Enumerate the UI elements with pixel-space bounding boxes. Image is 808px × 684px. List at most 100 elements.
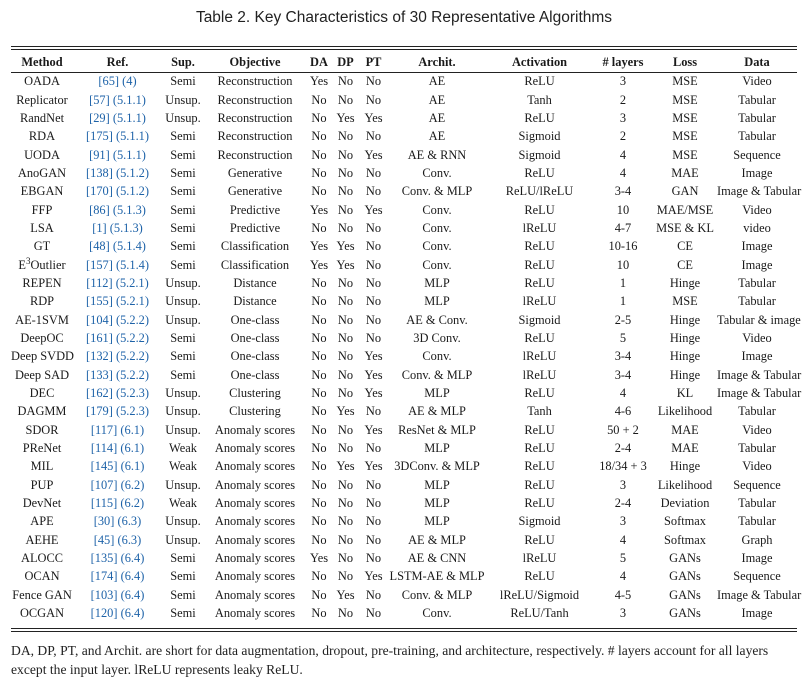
section-link[interactable]: (5.2.2) (115, 312, 149, 327)
section-link[interactable]: (5.1.2) (115, 184, 149, 199)
citation-link[interactable]: [65] (98, 74, 120, 89)
citation-link[interactable]: [112] (86, 275, 113, 290)
citation-link[interactable]: [161] (86, 330, 113, 345)
cell-objective: Anomaly scores (214, 477, 296, 492)
cell-data: Tabular (738, 441, 776, 456)
citation-link[interactable]: [145] (90, 459, 118, 474)
citation-link[interactable]: [45] (93, 532, 115, 547)
section-link[interactable]: (5.1.1) (112, 147, 146, 162)
citation-link[interactable]: [157] (86, 257, 113, 272)
cell-loss: Likelihood (657, 477, 713, 492)
section-link[interactable]: (5.2.3) (115, 386, 149, 401)
table-row: OCGAN [120] (6.4) Semi Anomaly scores No No No… (11, 604, 797, 622)
section-link[interactable]: (6.4) (120, 569, 145, 584)
section-link[interactable]: (6.3) (117, 532, 142, 547)
citation-link[interactable]: [175] (86, 129, 113, 144)
section-link[interactable]: (5.1.1) (115, 129, 149, 144)
citation-link[interactable]: [29] (89, 110, 110, 125)
citation-link[interactable]: [103] (90, 587, 118, 602)
citation-link[interactable]: [133] (86, 367, 113, 382)
cell-archit: MLP (424, 477, 450, 492)
section-link[interactable]: (5.1.4) (112, 239, 146, 254)
cell-objective: Reconstruction (217, 147, 293, 162)
section-link[interactable]: (5.2.2) (115, 330, 149, 345)
citation-link[interactable]: [120] (90, 606, 118, 621)
section-link[interactable]: (5.2.3) (115, 404, 149, 419)
cell-method: DeepOC (11, 329, 73, 347)
citation-link[interactable]: [48] (89, 239, 110, 254)
cell-sup: Unsup. (165, 294, 201, 309)
section-link[interactable]: (5.2.2) (115, 367, 149, 382)
section-link[interactable]: (5.1.3) (112, 202, 146, 217)
cell-da: Yes (309, 239, 329, 254)
citation-link[interactable]: [91] (89, 147, 110, 162)
citation-link[interactable]: [179] (86, 404, 113, 419)
section-link[interactable]: (5.1.3) (109, 220, 143, 235)
cell-pt: Yes (364, 422, 383, 437)
section-link[interactable]: (5.2.1) (115, 294, 149, 309)
citation-link[interactable]: [117] (90, 422, 118, 437)
citation-link[interactable]: [132] (86, 349, 113, 364)
cell-pt: No (365, 551, 382, 566)
cell-da: No (311, 386, 327, 401)
section-link[interactable]: (5.1.2) (115, 165, 149, 180)
header-row: Method Ref. Sup. Objective DA DP PT Archit. Acti… (11, 53, 797, 72)
citation-link[interactable]: [170] (86, 184, 113, 199)
section-link[interactable]: (4) (122, 74, 137, 89)
citation-link[interactable]: [174] (90, 569, 118, 584)
cell-layers: 3 (619, 110, 627, 125)
citation-link[interactable]: [162] (86, 386, 113, 401)
citation-link[interactable]: [114] (90, 441, 118, 456)
section-link[interactable]: (6.4) (120, 551, 145, 566)
section-link[interactable]: (6.4) (120, 606, 145, 621)
section-link[interactable]: (6.1) (120, 422, 145, 437)
citation-link[interactable]: [138] (86, 165, 113, 180)
cell-method: AEHE (11, 531, 73, 549)
section-link[interactable]: (6.1) (120, 441, 145, 456)
cell-layers: 3 (619, 606, 627, 621)
section-link[interactable]: (5.2.1) (115, 275, 149, 290)
cell-loss: GANs (669, 606, 701, 621)
table-row: AE-1SVM [104] (5.2.2) Unsup. One-class No No N… (11, 310, 801, 328)
cell-sup: Semi (170, 349, 196, 364)
section-link[interactable]: (5.1.1) (112, 92, 146, 107)
cell-layers: 3-4 (614, 349, 632, 364)
cell-sup: Weak (169, 441, 197, 456)
cell-sup: Unsup. (165, 532, 201, 547)
cell-method: RDP (11, 292, 73, 310)
method-name: PReNet (22, 441, 62, 456)
citation-link[interactable]: [115] (90, 496, 118, 511)
section-link[interactable]: (5.1.1) (112, 110, 146, 125)
citation-link[interactable]: [135] (90, 551, 118, 566)
cell-loss: Softmax (664, 514, 706, 529)
cell-loss: MAE/MSE (656, 202, 714, 217)
section-link[interactable]: (5.1.4) (115, 257, 149, 272)
cell-sup: Semi (170, 606, 196, 621)
cell-archit: Conv. (422, 349, 452, 364)
method-name: E (18, 257, 26, 272)
table-row: OADA [65] (4) Semi Reconstruction Yes No No AE R… (11, 72, 797, 90)
citation-link[interactable]: [1] (92, 220, 107, 235)
citation-link[interactable]: [104] (86, 312, 113, 327)
section-link[interactable]: (6.2) (120, 496, 145, 511)
cell-sup: Semi (170, 239, 196, 254)
table-row: AEHE [45] (6.3) Unsup. Anomaly scores No No No… (11, 531, 797, 549)
citation-link[interactable]: [57] (89, 92, 110, 107)
method-name: OCGAN (19, 606, 65, 621)
section-link[interactable]: (6.2) (120, 477, 145, 492)
cell-loss: MAE (671, 165, 699, 180)
cell-archit: LSTM-AE & MLP (389, 569, 485, 584)
cell-loss: Hinge (669, 330, 701, 345)
citation-link[interactable]: [107] (90, 477, 118, 492)
citation-link[interactable]: [30] (93, 514, 115, 529)
cell-loss: MSE & KL (656, 220, 714, 235)
section-link[interactable]: (6.1) (120, 459, 145, 474)
header-sup: Sup. (171, 55, 195, 69)
cell-objective: Clustering (229, 404, 281, 419)
section-link[interactable]: (6.3) (117, 514, 142, 529)
method-name: Fence GAN (12, 587, 72, 602)
section-link[interactable]: (5.2.2) (115, 349, 149, 364)
citation-link[interactable]: [86] (89, 202, 110, 217)
citation-link[interactable]: [155] (86, 294, 113, 309)
section-link[interactable]: (6.4) (120, 587, 145, 602)
